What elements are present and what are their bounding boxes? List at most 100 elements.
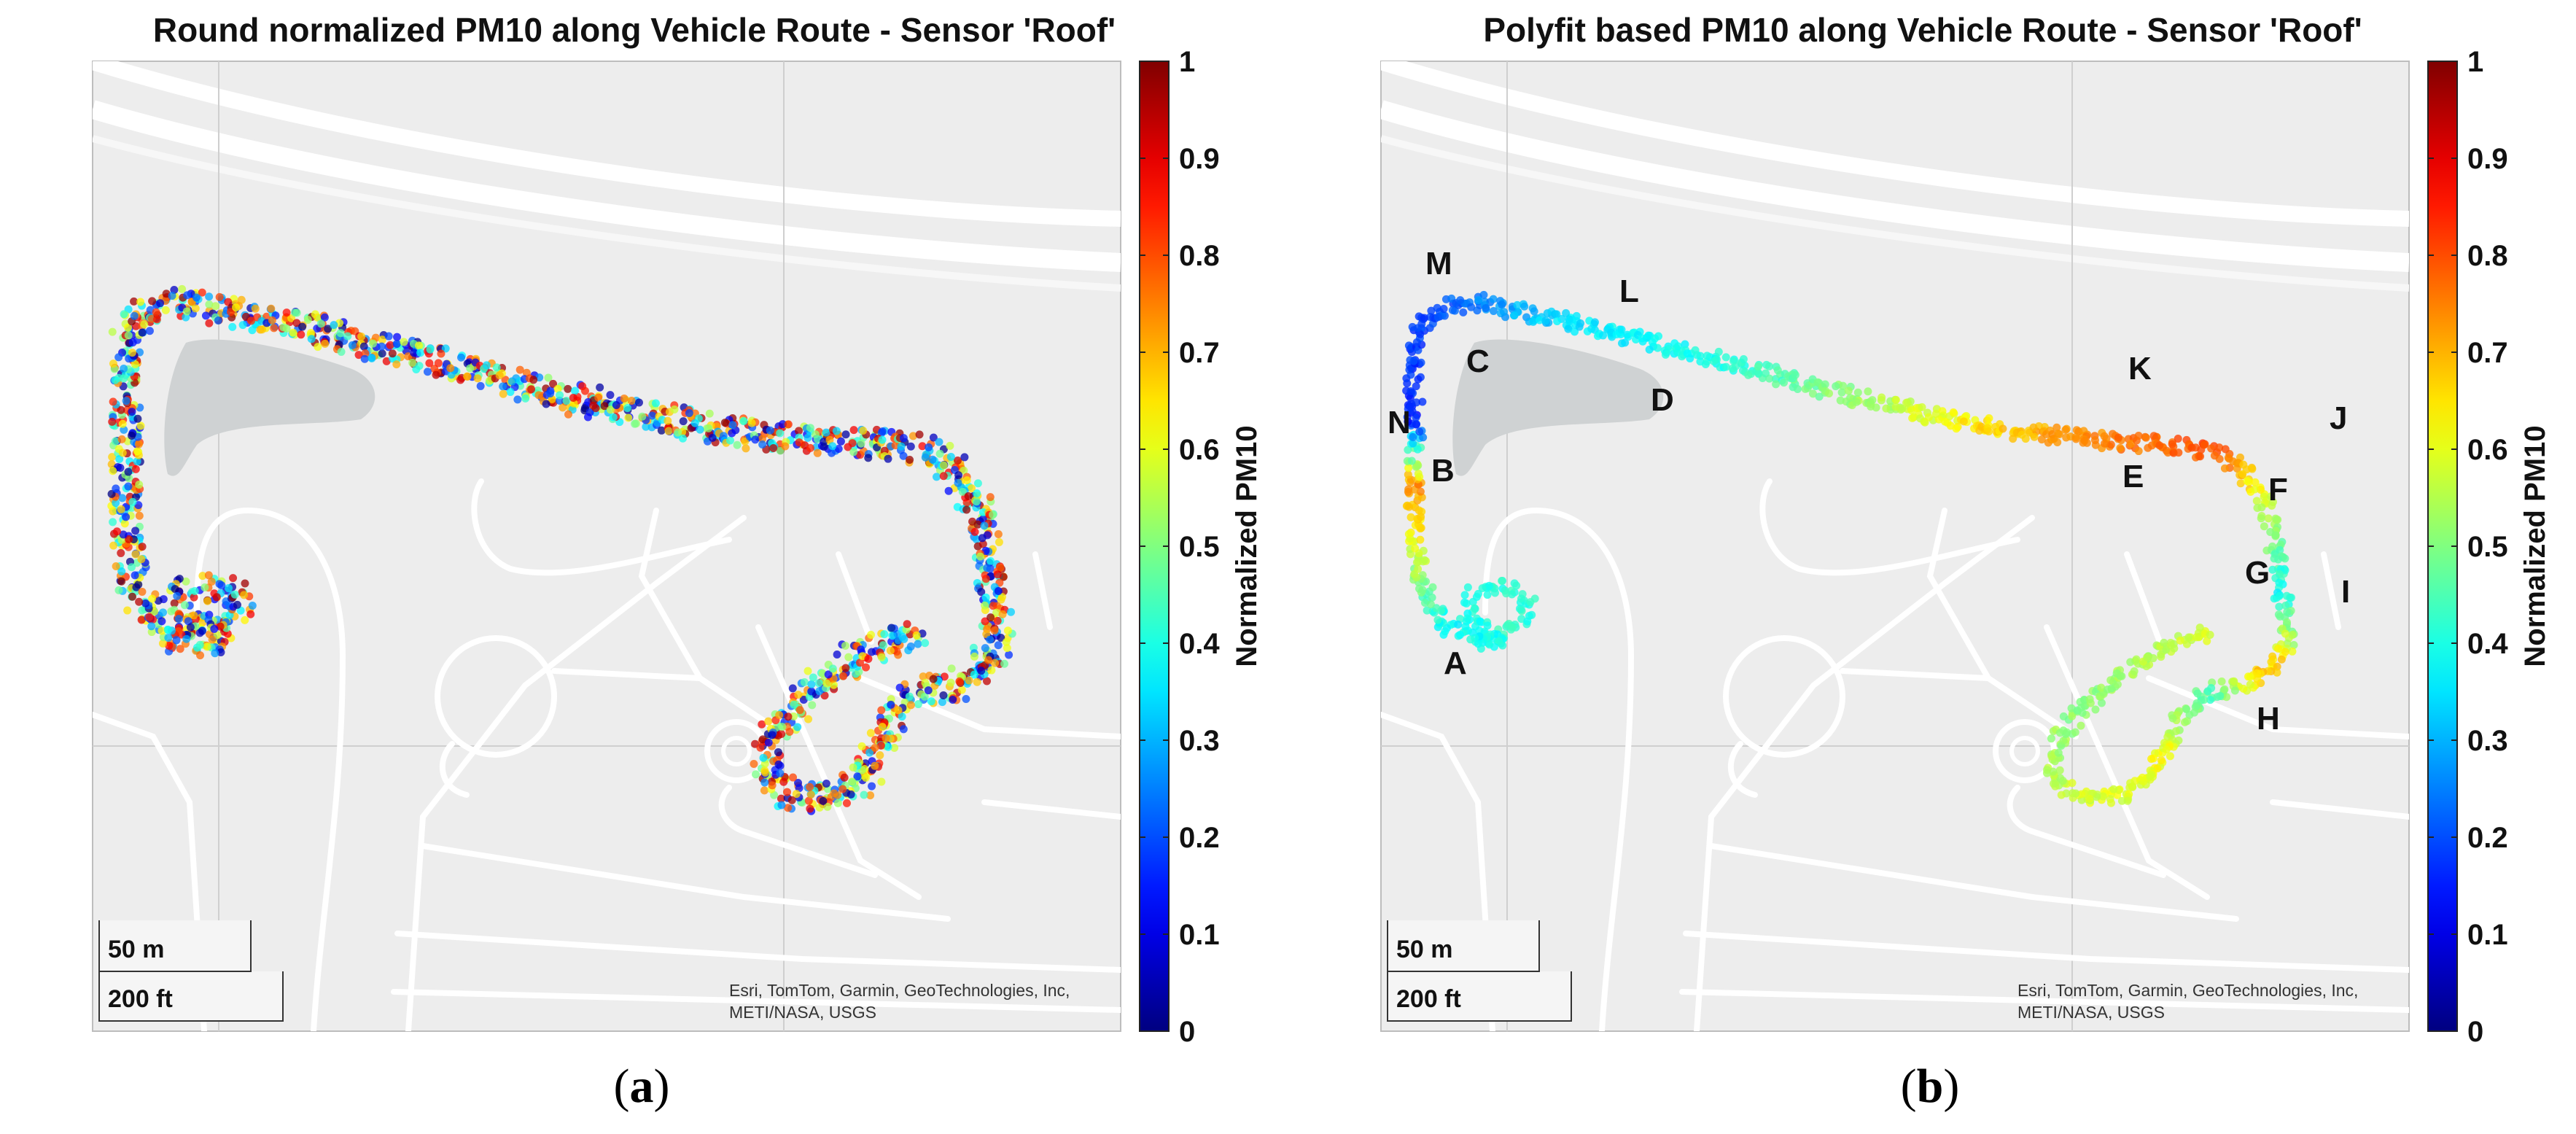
route-point	[606, 405, 615, 414]
route-point	[940, 672, 949, 681]
route-point	[990, 626, 999, 634]
route-point	[2207, 444, 2216, 453]
route-point	[2273, 668, 2281, 677]
route-point	[148, 594, 157, 603]
route-point	[878, 427, 887, 436]
route-point	[591, 404, 600, 413]
route-point	[247, 316, 256, 325]
route-point	[147, 622, 156, 631]
route-point	[292, 319, 301, 327]
route-point	[321, 339, 330, 348]
route-point	[944, 486, 953, 495]
route-point	[924, 686, 933, 695]
route-point	[145, 327, 154, 335]
route-point	[499, 382, 507, 391]
route-point	[2200, 440, 2209, 449]
route-point	[415, 362, 424, 370]
scale-bar: 50 m 200 ft	[98, 920, 284, 1022]
route-point	[2271, 531, 2280, 540]
route-point	[182, 634, 191, 643]
route-point	[933, 473, 941, 481]
route-point	[2143, 653, 2152, 661]
route-point	[138, 543, 147, 551]
route-point	[2195, 624, 2204, 632]
route-point	[1754, 362, 1762, 371]
route-point	[1517, 605, 1525, 614]
route-point	[138, 606, 147, 615]
route-point	[425, 359, 434, 368]
route-point	[2017, 430, 2026, 439]
route-point	[134, 580, 143, 589]
route-point	[849, 426, 858, 435]
route-point	[117, 548, 125, 557]
route-point	[1513, 300, 1522, 309]
route-point	[828, 442, 837, 451]
street-line	[391, 989, 1121, 1013]
route-point	[192, 293, 201, 302]
route-point	[111, 437, 120, 446]
route-point	[2103, 685, 2112, 694]
route-label-k: K	[2128, 351, 2152, 387]
route-point	[906, 456, 914, 465]
route-point	[2069, 789, 2077, 798]
scale-bar-metric-label: 50 m	[1396, 936, 1453, 963]
route-point	[987, 666, 996, 675]
route-point	[849, 448, 858, 457]
route-point	[864, 654, 873, 663]
route-point	[795, 438, 803, 447]
route-point	[499, 389, 507, 398]
route-point	[1898, 404, 1907, 413]
route-point	[1433, 615, 1442, 624]
route-point	[2168, 440, 2176, 448]
route-point	[1466, 635, 1475, 644]
route-point	[2058, 777, 2067, 785]
route-point	[960, 466, 968, 475]
route-point	[112, 499, 120, 508]
route-point	[122, 513, 131, 521]
route-point	[1502, 589, 1511, 598]
route-point	[208, 635, 217, 644]
route-point	[165, 641, 174, 650]
route-point	[777, 729, 786, 738]
route-point	[929, 433, 938, 442]
route-point	[1552, 310, 1561, 319]
route-point	[1510, 311, 1519, 320]
route-point	[2203, 637, 2211, 645]
route-point	[962, 695, 970, 704]
route-point	[117, 405, 125, 414]
route-point	[463, 372, 472, 381]
route-point	[2147, 755, 2156, 764]
route-point	[108, 327, 117, 336]
route-point	[1433, 313, 1442, 322]
route-point	[1427, 306, 1436, 315]
route-point	[138, 587, 147, 596]
route-point	[764, 738, 773, 747]
route-point	[882, 734, 890, 742]
route-point	[927, 697, 935, 706]
route-point	[839, 672, 848, 680]
route-point	[2109, 785, 2118, 793]
route-point	[2196, 452, 2205, 461]
route-point	[982, 677, 991, 686]
route-point	[774, 747, 782, 756]
route-point	[623, 404, 632, 413]
basemap-background	[92, 61, 1121, 1032]
route-point	[182, 577, 190, 586]
route-point	[1530, 307, 1538, 316]
route-point	[240, 591, 249, 599]
route-point	[1461, 622, 1470, 631]
route-point	[2146, 772, 2155, 780]
route-point	[973, 479, 982, 488]
route-point	[2077, 796, 2086, 804]
route-point	[760, 786, 768, 795]
route-point	[2236, 479, 2245, 488]
route-point	[1439, 305, 1448, 314]
route-point	[1839, 381, 1848, 390]
colorbar: 0 0.1 0.2 0.3 0.4 0.5 0.6 0.7 0.8 0.9 1 Normalized …	[1139, 46, 1263, 1048]
street-line	[551, 668, 703, 681]
route-point	[360, 354, 369, 363]
route-point	[794, 691, 803, 699]
route-point	[1495, 637, 1503, 645]
route-point	[112, 527, 121, 536]
route-point	[935, 449, 944, 458]
